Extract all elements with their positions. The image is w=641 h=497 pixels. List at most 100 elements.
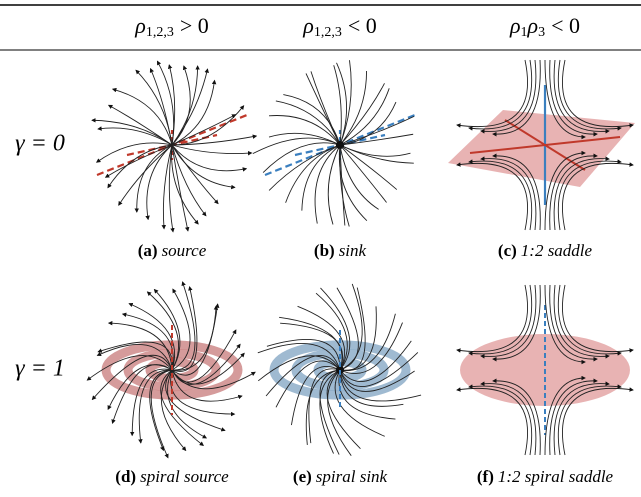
streamline [468, 159, 533, 231]
streamline [171, 114, 237, 146]
row-label: γ = 0 [15, 131, 65, 157]
streamline [268, 132, 341, 146]
streamline [167, 64, 176, 146]
streamline [171, 343, 241, 385]
streamline [305, 368, 341, 445]
caption-text: spiral source [140, 467, 229, 486]
streamline [95, 142, 173, 163]
streamline [171, 281, 196, 371]
streamline [107, 320, 173, 371]
streamline [549, 284, 598, 362]
streamline [480, 156, 537, 231]
subscript: 3 [538, 25, 545, 40]
streamline [339, 144, 398, 190]
streamline [338, 144, 379, 210]
streamline [561, 162, 634, 231]
streamline [553, 156, 610, 231]
caption-text: sink [339, 241, 367, 260]
streamline [275, 360, 341, 408]
streamline [337, 144, 350, 227]
caption: (c) 1:2 saddle [498, 241, 593, 260]
streamline [492, 378, 541, 456]
streamline [150, 369, 173, 459]
streamline [339, 144, 387, 203]
streamline [339, 322, 403, 375]
streamline [561, 284, 634, 353]
streamline [121, 312, 174, 371]
caption-label: (a) [138, 241, 158, 260]
streamline [339, 83, 385, 146]
streamline [165, 369, 226, 432]
streamline [138, 369, 173, 444]
streamline [149, 369, 173, 452]
streamline [557, 284, 622, 356]
streamline [553, 381, 610, 456]
streamline [171, 144, 236, 190]
streamline [468, 284, 533, 356]
caption: (a) source [138, 241, 207, 260]
streamline [337, 144, 346, 226]
caption-label: (b) [314, 241, 335, 260]
caption: (f) 1:2 spiral saddle [477, 467, 614, 486]
streamline [171, 144, 253, 156]
streamline [314, 144, 341, 224]
streamline [257, 342, 342, 371]
streamline [129, 368, 173, 437]
streamline [171, 79, 217, 146]
streamline [557, 59, 622, 131]
streamline [86, 355, 173, 381]
caption: (d) spiral source [115, 467, 229, 486]
streamline [327, 144, 341, 225]
stable-plane [448, 110, 635, 187]
streamline [170, 369, 236, 417]
header-part: > 0 [180, 13, 209, 38]
streamline [91, 354, 173, 401]
streamline [553, 284, 610, 359]
streamline [339, 283, 363, 371]
header-part: ρ [509, 13, 521, 38]
streamline [327, 369, 352, 456]
streamline [262, 141, 341, 173]
streamline [544, 284, 586, 365]
streamline [333, 65, 343, 146]
streamline [160, 369, 187, 452]
streamline [480, 59, 537, 134]
streamline [118, 144, 173, 206]
streamline [561, 59, 634, 128]
streamline [268, 144, 341, 191]
streamline [315, 292, 348, 371]
streamline [111, 87, 173, 146]
streamline [153, 288, 181, 371]
streamline [553, 59, 610, 134]
streamline [339, 340, 412, 382]
caption-label: (f) [477, 467, 494, 486]
streamline [283, 94, 342, 146]
streamline [339, 352, 419, 387]
streamline [326, 369, 361, 449]
streamline [492, 153, 541, 231]
streamline [480, 381, 537, 456]
header-part: ρ [302, 13, 314, 38]
streamline [275, 100, 341, 146]
streamline [319, 369, 341, 454]
row-label: γ = 1 [15, 356, 65, 382]
streamline [320, 287, 351, 371]
header-part: ρ [527, 13, 539, 38]
streamline [171, 144, 219, 205]
streamline [171, 352, 245, 385]
streamline [171, 305, 219, 371]
streamline [171, 288, 191, 371]
subscript: 1,2,3 [314, 25, 342, 40]
streamline [339, 144, 411, 157]
streamline [549, 153, 598, 231]
caption: (b) sink [314, 241, 367, 260]
streamline [171, 134, 258, 146]
streamline [171, 144, 248, 172]
streamline [149, 67, 173, 146]
streamline [104, 144, 173, 178]
streamline [285, 144, 341, 203]
caption: (e) spiral sink [293, 467, 388, 486]
streamline [91, 118, 173, 146]
streamline [168, 144, 175, 233]
